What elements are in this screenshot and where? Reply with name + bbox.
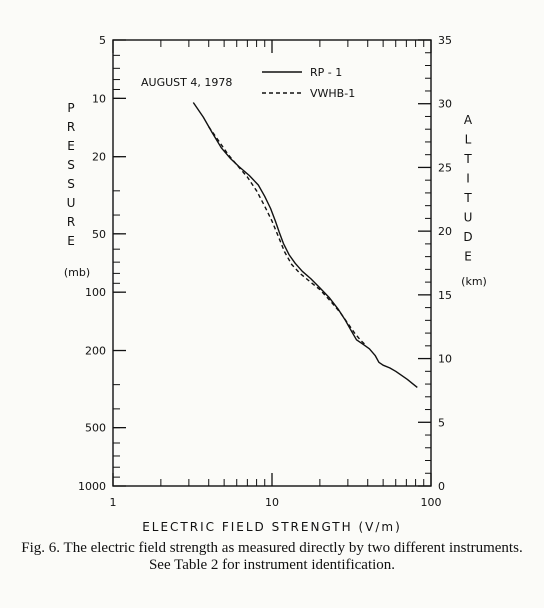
y-left-tick-label: 5 [99, 34, 106, 47]
y-axis-right-unit: (km) [461, 275, 487, 288]
y-left-tick-label: 1000 [78, 480, 106, 493]
y-axis-right: 0 5 10 15 20 25 30 35 [418, 34, 452, 493]
series-line-vwhb1 [208, 126, 367, 346]
legend-label-rp1: RP - 1 [310, 66, 342, 79]
legend: RP - 1 VWHB-1 [262, 66, 355, 100]
y-left-tick-label: 100 [85, 286, 106, 299]
y-axis-left: 5 10 20 50 100 200 500 1000 [78, 34, 126, 493]
y-left-tick-label: 50 [92, 228, 106, 241]
x-tick-label: 1 [110, 496, 117, 509]
date-annotation: AUGUST 4, 1978 [141, 76, 232, 89]
series-group [192, 102, 418, 388]
y-right-tick-label: 5 [438, 416, 445, 429]
y-right-tick-label: 0 [438, 480, 445, 493]
y-right-tick-label: 30 [438, 98, 452, 111]
y-right-tick-label: 15 [438, 289, 452, 302]
plot-frame [112, 39, 432, 487]
y-left-tick-label: 20 [92, 151, 106, 164]
x-axis: 1 10 100 [110, 40, 442, 509]
y-right-tick-label: 10 [438, 353, 452, 366]
x-tick-label: 10 [265, 496, 279, 509]
y-right-tick-label: 35 [438, 34, 452, 47]
y-axis-left-unit: (mb) [64, 266, 90, 279]
series-line-rp1 [192, 102, 418, 388]
y-right-tick-label: 20 [438, 225, 452, 238]
y-right-tick-label: 25 [438, 161, 452, 174]
figure-caption: Fig. 6. The electric field strength as m… [21, 540, 523, 573]
x-axis-title: ELECTRIC FIELD STRENGTH (V/m) [142, 520, 402, 534]
y-left-tick-label: 500 [85, 422, 106, 435]
y-left-tick-label: 10 [92, 92, 106, 105]
legend-label-vwhb1: VWHB-1 [310, 87, 355, 100]
y-left-tick-label: 200 [85, 345, 106, 358]
x-tick-label: 100 [421, 496, 442, 509]
electric-field-chart: 1 10 100 5 10 20 50 100 200 500 1000 0 5 10 15 20 25 30… [64, 34, 487, 534]
